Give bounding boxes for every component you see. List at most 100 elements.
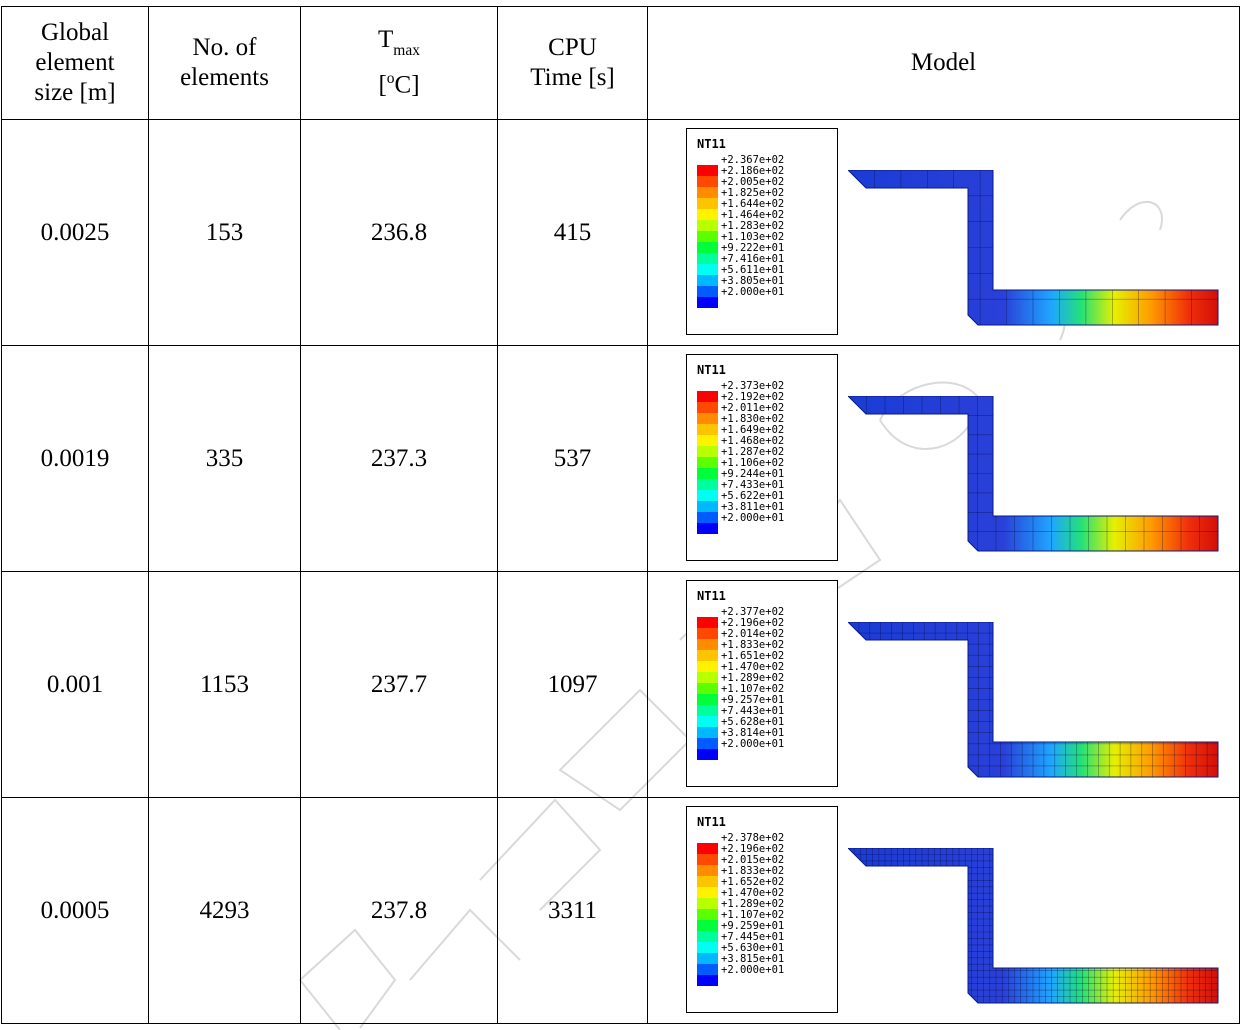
legend-color-swatch [697,446,718,457]
legend-color-swatch [697,275,718,286]
legend-color-swatch [697,639,718,650]
header-tmax: Tmax [oC] [300,6,498,120]
cell-cpu-time: 537 [497,345,648,572]
fe-model-contour [848,396,1219,552]
legend-tick-label: +1.283e+02 [721,220,785,232]
legend-tick-label: +2.373e+02 [721,380,785,392]
legend-color-swatch [697,920,718,931]
header-element-size-line1: Global [40,19,110,46]
cell-cpu-time: 3311 [497,797,648,1024]
legend-tick-label: +9.222e+01 [721,242,785,254]
legend-tick-label: +1.107e+02 [721,683,785,695]
table-row: 0.001 1153 237.7 1097 NT11 +2.377e+02 +2.1… [1,571,1240,798]
fe-model-contour [848,848,1219,1004]
header-element-size-line3: size [m] [34,79,116,106]
legend-color-swatch [697,942,718,953]
legend-color-swatch [697,286,718,297]
legend-color-swatch [697,253,718,264]
legend-tick-label: +2.377e+02 [721,606,785,618]
legend-tick-label: +9.257e+01 [721,694,785,706]
legend-tick-label: +5.630e+01 [721,942,785,954]
legend-color-swatch [697,457,718,468]
legend-color-swatch [697,479,718,490]
contour-legend: NT11 +2.378e+02 +2.196e+02 +2.015e+02 +1.833… [686,806,838,1013]
legend-tick-label: +1.825e+02 [721,187,785,199]
legend-color-swatch [697,716,718,727]
legend-color-swatch [697,683,718,694]
legend-color-swatch [697,865,718,876]
legend-color-swatch [697,402,718,413]
legend-tick-label: +7.445e+01 [721,931,785,943]
legend-color-swatch [697,931,718,942]
legend-color-swatch [697,749,718,760]
cell-cpu-time: 415 [497,119,648,346]
legend-color-swatch [697,209,718,220]
legend-color-swatch [697,650,718,661]
legend-tick-label: +1.107e+02 [721,909,785,921]
legend-color-swatch [697,413,718,424]
legend-tick-label: +1.470e+02 [721,661,785,673]
legend-color-swatch [697,887,718,898]
legend-color-swatch [697,176,718,187]
legend-tick-label: +2.005e+02 [721,176,785,188]
legend-tick-label: +1.287e+02 [721,446,785,458]
legend-tick-label: +2.011e+02 [721,402,785,414]
legend-tick-label: +1.833e+02 [721,639,785,651]
contour-legend: NT11 +2.373e+02 +2.192e+02 +2.011e+02 +1.830… [686,354,838,561]
table-row: 0.0019 335 237.3 537 NT11 +2.373e+02 +2.19… [1,345,1240,572]
fe-model-body [848,848,1219,1004]
legend-color-swatch [697,898,718,909]
legend-color-bar [697,391,718,534]
legend-tick-label: +1.644e+02 [721,198,785,210]
cell-tmax: 236.8 [300,119,498,346]
legend-color-bar [697,617,718,760]
cell-no-of-elements: 335 [148,345,301,572]
fe-model-contour [848,622,1219,778]
legend-color-swatch [697,727,718,738]
legend-tick-label: +2.000e+01 [721,512,785,524]
legend-color-swatch [697,435,718,446]
legend-color-swatch [697,617,718,628]
legend-tick-labels: +2.367e+02 +2.186e+02 +2.005e+02 +1.825e+02… [721,155,784,298]
header-no-of-elements-line1: No. of [192,34,257,61]
tmax-subscript: max [393,42,420,60]
legend-tick-label: +3.814e+01 [721,727,785,739]
legend-color-swatch [697,490,718,501]
legend-tick-labels: +2.373e+02 +2.192e+02 +2.011e+02 +1.830e+02… [721,381,784,524]
legend-tick-label: +1.468e+02 [721,435,785,447]
fe-model-body [848,170,1219,326]
legend-tick-label: +2.186e+02 [721,165,785,177]
legend-tick-label: +3.815e+01 [721,953,785,965]
legend-tick-label: +1.652e+02 [721,876,785,888]
cell-element-size: 0.0019 [1,345,149,572]
cell-model: NT11 +2.367e+02 +2.186e+02 +2.005e+02 +1.825… [647,119,1240,346]
legend-tick-label: +1.470e+02 [721,887,785,899]
fe-mesh-lines [848,396,1218,551]
legend-tick-label: +1.649e+02 [721,424,785,436]
legend-color-swatch [697,964,718,975]
legend-color-swatch [697,628,718,639]
legend-color-swatch [697,705,718,716]
cell-element-size: 0.0025 [1,119,149,346]
fe-model-body [848,396,1219,552]
legend-tick-label: +1.289e+02 [721,898,785,910]
header-element-size-line2: element [35,49,115,76]
legend-tick-label: +2.192e+02 [721,391,785,403]
legend-color-swatch [697,391,718,402]
legend-color-swatch [697,220,718,231]
header-cpu-time: CPU Time [s] [497,6,648,120]
tmax-unit-close: C] [394,71,420,99]
legend-tick-label: +2.014e+02 [721,628,785,640]
fe-model-contour [848,170,1219,326]
fe-model-body [848,622,1219,778]
header-no-of-elements-line2: elements [180,64,269,91]
legend-color-swatch [697,187,718,198]
header-cpu-time-line1: CPU [548,34,597,61]
legend-tick-label: +2.196e+02 [721,843,785,855]
contour-legend: NT11 +2.367e+02 +2.186e+02 +2.005e+02 +1.825… [686,128,838,335]
cell-model: NT11 +2.373e+02 +2.192e+02 +2.011e+02 +1.830… [647,345,1240,572]
legend-color-swatch [697,468,718,479]
tmax-unit-degree: o [386,70,395,88]
header-cpu-time-line2: Time [s] [530,64,615,91]
legend-tick-label: +2.015e+02 [721,854,785,866]
